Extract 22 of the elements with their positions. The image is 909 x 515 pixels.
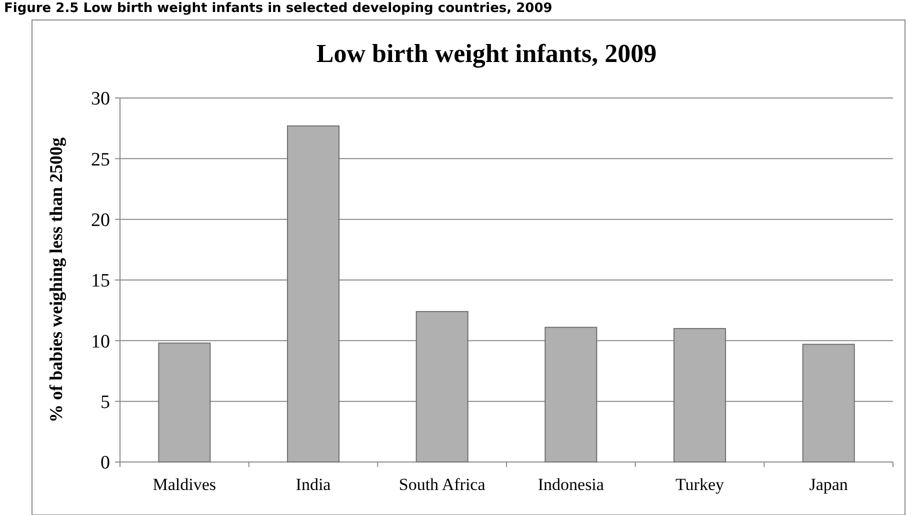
bar bbox=[158, 342, 211, 462]
y-tick-label: 15 bbox=[91, 270, 110, 292]
y-tick-label: 10 bbox=[91, 331, 110, 352]
chart-title: Low birth weight infants, 2009 bbox=[316, 39, 657, 68]
bar bbox=[673, 328, 726, 462]
x-tick-label: Indonesia bbox=[538, 475, 604, 494]
bar bbox=[544, 326, 598, 462]
y-tick-label: 25 bbox=[91, 149, 110, 170]
x-tick-label: Japan bbox=[809, 475, 848, 494]
x-tick-label: India bbox=[296, 475, 332, 494]
bar bbox=[416, 311, 468, 462]
x-tick-label: Turkey bbox=[676, 475, 724, 494]
y-tick-label: 0 bbox=[100, 452, 110, 474]
x-tick-label: Maldives bbox=[152, 475, 216, 494]
bar bbox=[802, 344, 855, 462]
y-tick-label: 30 bbox=[91, 88, 110, 110]
y-tick-label: 5 bbox=[100, 392, 110, 413]
bar bbox=[286, 125, 340, 462]
y-tick-label: 20 bbox=[91, 210, 110, 231]
y-axis-title: % of babies weighing less than 2500g bbox=[46, 137, 66, 423]
x-tick-label: South Africa bbox=[398, 475, 486, 494]
caption: Figure 2.5 Low birth weight infants in selected developing countries, 2009 bbox=[4, 1, 552, 16]
